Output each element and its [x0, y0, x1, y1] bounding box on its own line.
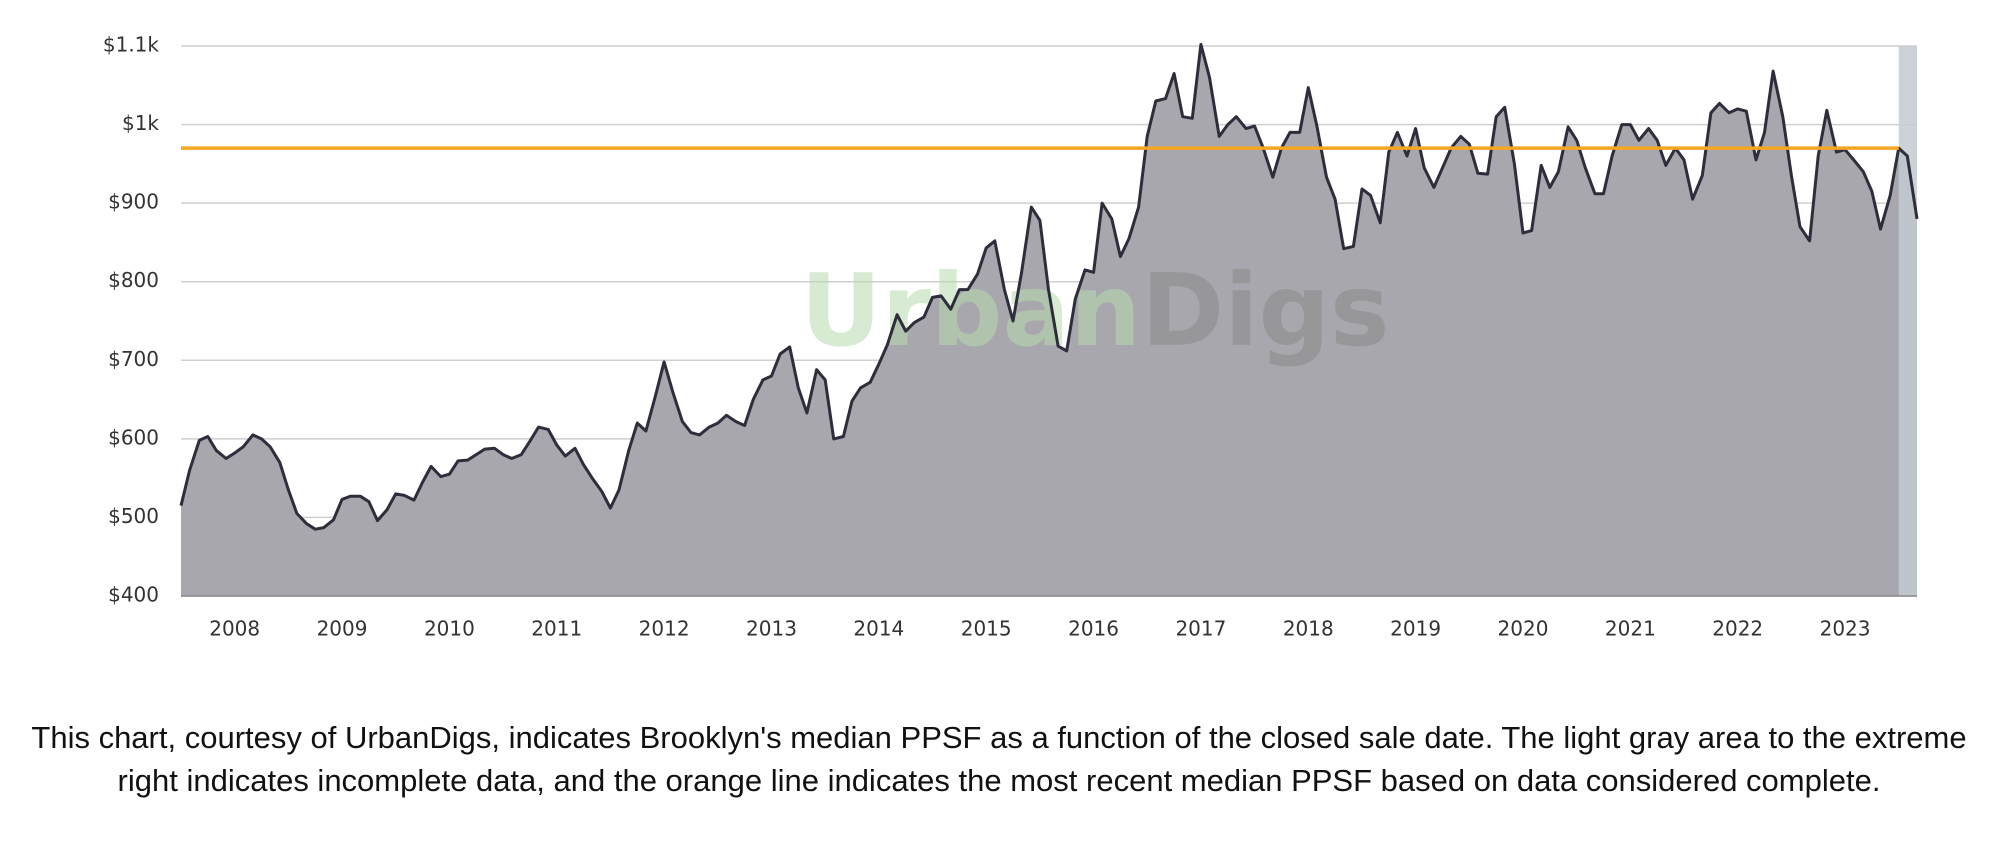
x-tick-label: 2016 [1068, 617, 1119, 641]
x-tick-label: 2012 [639, 617, 690, 641]
y-tick-label: $500 [108, 504, 159, 528]
x-tick-label: 2008 [209, 617, 260, 641]
x-tick-label: 2011 [531, 617, 582, 641]
x-tick-label: 2020 [1498, 617, 1549, 641]
chart: UrbanDigs $400$500$600$700$800$900$1k$1.… [103, 33, 1919, 641]
x-tick-label: 2010 [424, 617, 475, 641]
x-tick-label: 2021 [1605, 617, 1656, 641]
y-tick-label: $700 [108, 347, 159, 371]
incomplete-region [1898, 46, 1917, 596]
x-tick-label: 2009 [317, 617, 368, 641]
y-tick-label: $600 [108, 425, 159, 449]
x-tick-label: 2023 [1820, 617, 1871, 641]
x-tick-label: 2019 [1390, 617, 1441, 641]
line [179, 42, 1919, 531]
x-tick-label: 2022 [1712, 617, 1763, 641]
caption: This chart, courtesy of UrbanDigs, indic… [31, 720, 1967, 798]
y-tick-label: $1.1k [103, 33, 160, 57]
y-tick-label: $400 [108, 583, 159, 607]
x-tick-label: 2013 [746, 617, 797, 641]
x-tick-label: 2017 [1175, 617, 1226, 641]
x-tick-label: 2018 [1283, 617, 1334, 641]
x-tick-label: 2014 [853, 617, 904, 641]
watermark-digs: Digs [1141, 252, 1389, 369]
y-tick-label: $800 [108, 268, 159, 292]
area-fill [181, 44, 1917, 596]
x-tick-label: 2015 [961, 617, 1012, 641]
y-tick-label: $1k [122, 111, 159, 135]
y-tick-label: $900 [108, 190, 159, 214]
